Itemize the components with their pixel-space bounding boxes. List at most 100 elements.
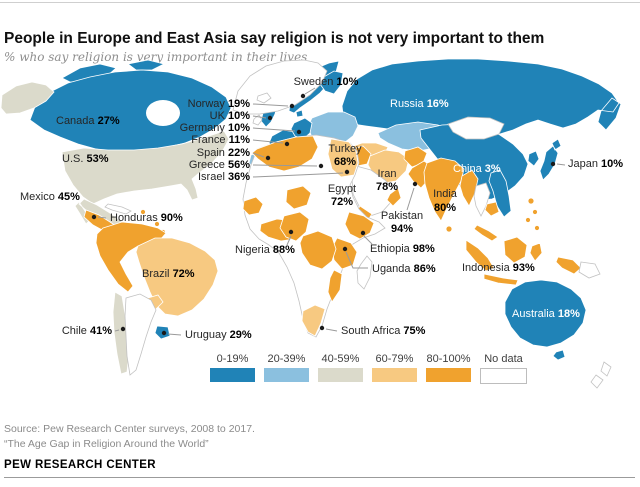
marker-dot-ethiopia bbox=[360, 230, 366, 236]
country-finland bbox=[319, 70, 344, 95]
country-cuba bbox=[104, 203, 132, 215]
country-sri-lanka bbox=[445, 225, 453, 233]
country-denmark bbox=[295, 109, 304, 118]
map-label-uruguay: Uruguay 29% bbox=[185, 329, 252, 341]
country-us bbox=[61, 130, 230, 205]
legend-item: 20-39% bbox=[264, 353, 309, 384]
marker-dot-germany bbox=[296, 129, 302, 135]
map-label-layer: Sweden 10% Norway 19%UK 10%Germany 10%Fra… bbox=[20, 76, 623, 341]
marker-dot-south-africa bbox=[319, 325, 325, 331]
brand-footer: PEW RESEARCH CENTER bbox=[4, 459, 157, 471]
map-label-japan: Japan 10% bbox=[568, 158, 623, 170]
legend-swatch bbox=[426, 368, 471, 382]
map-label-france: France 11% bbox=[191, 134, 250, 146]
map-label-iran: 78% bbox=[376, 181, 398, 193]
country-iceland bbox=[256, 92, 272, 104]
source-note: Source: Pew Research Center surveys, 200… bbox=[4, 422, 255, 452]
map-label-india: 80% bbox=[434, 202, 456, 214]
map-label-china: China 3% bbox=[453, 163, 501, 175]
map-label-indonesia: Indonesia 93% bbox=[462, 262, 535, 274]
marker-dot-japan bbox=[550, 161, 556, 167]
leader-line-israel bbox=[252, 172, 344, 178]
leader-line-uganda bbox=[345, 251, 368, 269]
country-papua-new-guinea bbox=[578, 261, 601, 279]
legend-swatch bbox=[372, 368, 417, 382]
map-label-honduras: Honduras 90% bbox=[110, 212, 183, 224]
country-cambodia bbox=[484, 201, 500, 217]
country-ethiopia bbox=[344, 211, 375, 240]
legend-item: 0-19% bbox=[210, 353, 255, 384]
legend-swatch bbox=[210, 368, 255, 382]
country-senegal bbox=[242, 196, 264, 216]
source-line-2: “The Age Gap in Religion Around the Worl… bbox=[4, 438, 209, 450]
marker-dot-greece bbox=[318, 163, 324, 169]
map-label-germany: Germany 10% bbox=[180, 122, 251, 134]
leader-line-uk bbox=[252, 115, 267, 119]
leader-line-south-africa bbox=[325, 328, 338, 332]
bottom-divider bbox=[4, 477, 635, 478]
country-south-korea bbox=[527, 150, 540, 167]
map-label-nigeria: Nigeria 88% bbox=[235, 244, 295, 256]
country-indonesia bbox=[465, 236, 582, 286]
legend-label: 0-19% bbox=[216, 353, 249, 365]
marker-dot-norway bbox=[289, 103, 295, 109]
leader-line-japan bbox=[556, 163, 566, 166]
region-alaska bbox=[0, 81, 55, 115]
map-label-south-africa: South Africa 75% bbox=[341, 325, 426, 337]
country-thailand bbox=[473, 182, 491, 217]
map-label-israel: Israel 36% bbox=[198, 171, 250, 183]
country-madagascar bbox=[356, 255, 373, 290]
country-mongolia bbox=[447, 116, 505, 140]
marker-dot-sweden bbox=[300, 93, 306, 99]
marker-dot-uk bbox=[267, 115, 273, 121]
legend-label: 40-59% bbox=[321, 353, 360, 365]
legend: 0-19% 20-39% 40-59% 60-79% 80-100% No data bbox=[210, 353, 527, 384]
country-greenland bbox=[232, 59, 328, 115]
marker-dot-uruguay bbox=[161, 330, 167, 336]
top-divider bbox=[0, 2, 640, 3]
marker-dot-france bbox=[284, 141, 290, 147]
page-subtitle: % who say religion is very important in … bbox=[4, 50, 308, 64]
map-label-australia: Australia 18% bbox=[512, 308, 580, 320]
map-label-norway: Norway 19% bbox=[188, 98, 251, 110]
hudson-bay bbox=[146, 100, 180, 126]
country-malaysia bbox=[473, 224, 499, 242]
marker-dot-israel bbox=[344, 169, 350, 175]
region-south-america-north bbox=[95, 221, 167, 293]
legend-swatch bbox=[480, 368, 527, 384]
leader-line-uruguay bbox=[167, 333, 182, 336]
leader-line-greece bbox=[252, 164, 318, 167]
leader-line-france bbox=[252, 139, 284, 144]
legend-label: No data bbox=[484, 353, 523, 365]
map-label-us: U.S. 53% bbox=[62, 153, 109, 165]
country-niger bbox=[285, 185, 312, 210]
map-label-spain: Spain 22% bbox=[197, 147, 250, 159]
leader-line-chile bbox=[114, 329, 120, 332]
world-map-svg: Sweden 10% Norway 19%UK 10%Germany 10%Fra… bbox=[0, 58, 623, 389]
country-nigeria bbox=[279, 211, 310, 242]
marker-dot-spain bbox=[265, 155, 271, 161]
map-label-mexico: Mexico 45% bbox=[20, 191, 80, 203]
country-argentina bbox=[124, 293, 157, 376]
country-australia bbox=[504, 279, 587, 361]
country-south-africa bbox=[301, 304, 326, 337]
legend-swatch bbox=[264, 368, 309, 382]
leader-line-ethiopia bbox=[363, 235, 373, 245]
map-label-egypt: 72% bbox=[331, 196, 353, 208]
legend-item: 40-59% bbox=[318, 353, 363, 384]
leader-line-sweden bbox=[304, 87, 316, 95]
map-label-egypt: Egypt bbox=[328, 183, 356, 195]
map-label-canada: Canada 27% bbox=[56, 115, 120, 127]
leader-line-honduras bbox=[97, 216, 107, 219]
country-india bbox=[423, 157, 465, 222]
country-myanmar bbox=[459, 169, 479, 207]
country-new-zealand bbox=[590, 361, 612, 389]
map-label-iran: Iran bbox=[378, 168, 397, 180]
legend-item: No data bbox=[480, 353, 527, 384]
marker-dot-chile bbox=[120, 326, 126, 332]
map-label-turkey: Turkey bbox=[328, 143, 362, 155]
country-japan bbox=[539, 138, 562, 181]
map-label-brazil: Brazil 72% bbox=[142, 268, 195, 280]
map-label-turkey: 68% bbox=[334, 156, 356, 168]
country-chile bbox=[112, 291, 130, 375]
